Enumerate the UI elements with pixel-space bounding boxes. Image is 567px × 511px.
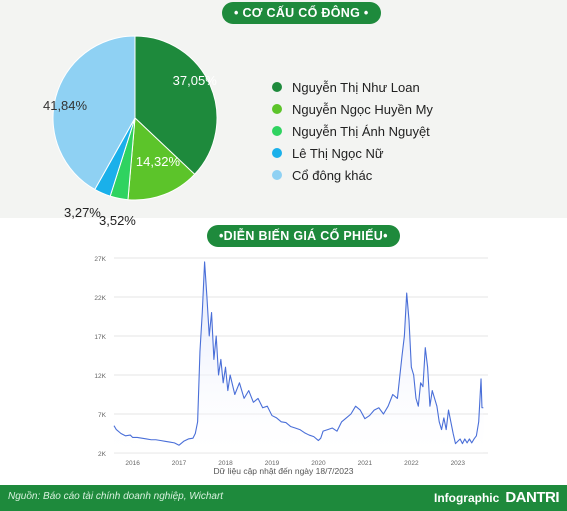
legend-swatch: [272, 82, 282, 92]
x-tick-label: 2020: [311, 460, 326, 467]
y-tick-label: 2K: [98, 451, 107, 458]
x-tick-label: 2017: [172, 460, 187, 467]
pie-slice-label: 37,05%: [172, 73, 217, 89]
legend-item: Nguyễn Thị Như Loan: [272, 76, 433, 98]
legend-label: Cổ đông khác: [292, 167, 373, 183]
pie-slice-label: 3,52%: [99, 213, 136, 228]
y-tick-label: 17K: [94, 334, 106, 341]
x-tick-label: 2019: [265, 460, 280, 467]
pie-slice-label: 3,27%: [64, 205, 101, 220]
legend-label: Nguyễn Thị Như Loan: [292, 79, 420, 95]
data-update-note: Dữ liệu cập nhật đến ngày 18/7/2023: [213, 466, 354, 476]
pie-legend: Nguyễn Thị Như Loan Nguyễn Ngọc Huyền My N…: [272, 76, 433, 186]
legend-item: Lê Thị Ngọc Nữ: [272, 142, 433, 164]
stock-price-chart: 2K 7K 12K 17K 22K 27K 2016 2017 2018 2019 2020 2021…: [94, 256, 488, 467]
price-line: [113, 261, 484, 446]
section-title-stock-price: •DIỄN BIẾN GIÁ CỔ PHIẾU•: [207, 225, 400, 247]
y-tick-label: 7K: [98, 412, 107, 419]
price-area: [114, 261, 484, 453]
legend-label: Nguyễn Ngọc Huyền My: [292, 101, 433, 117]
legend-swatch: [272, 126, 282, 136]
y-tick-label: 27K: [94, 256, 106, 263]
pie-slice: [52, 35, 136, 191]
y-tick-label: 22K: [94, 295, 106, 302]
legend-item: Cổ đông khác: [272, 164, 433, 186]
x-tick-label: 2022: [404, 460, 419, 467]
pie-slice-label: 41,84%: [42, 97, 88, 113]
brand-text: Infographic: [433, 491, 500, 505]
legend-swatch: [272, 148, 282, 158]
x-tick-label: 2016: [125, 460, 140, 467]
x-tick-label: 2018: [218, 460, 233, 467]
legend-swatch: [272, 170, 282, 180]
x-tick-label: 2023: [451, 460, 466, 467]
source-text: Nguồn: Báo cáo tài chính doanh nghiệp, W…: [8, 491, 224, 502]
pie-slice-label: 14,32%: [135, 154, 181, 170]
brand-mark: DANTRI: [505, 489, 559, 506]
legend-label: Lê Thị Ngọc Nữ: [292, 145, 384, 161]
section-title-shareholders: • CƠ CẤU CỔ ĐÔNG •: [222, 2, 381, 24]
legend-swatch: [272, 104, 282, 114]
x-tick-label: 2021: [358, 460, 373, 467]
legend-item: Nguyễn Ngọc Huyền My: [272, 98, 433, 120]
legend-item: Nguyễn Thị Ánh Nguyệt: [272, 120, 433, 142]
pie-slice: [134, 35, 218, 176]
legend-label: Nguyễn Thị Ánh Nguyệt: [292, 123, 430, 139]
y-tick-label: 12K: [94, 373, 106, 380]
pie-slice: [127, 116, 196, 201]
brand-logo: Infographic DANTRI: [433, 489, 560, 506]
footer-bar: Nguồn: Báo cáo tài chính doanh nghiệp, W…: [0, 485, 567, 511]
shareholder-pie-chart: [52, 35, 218, 201]
